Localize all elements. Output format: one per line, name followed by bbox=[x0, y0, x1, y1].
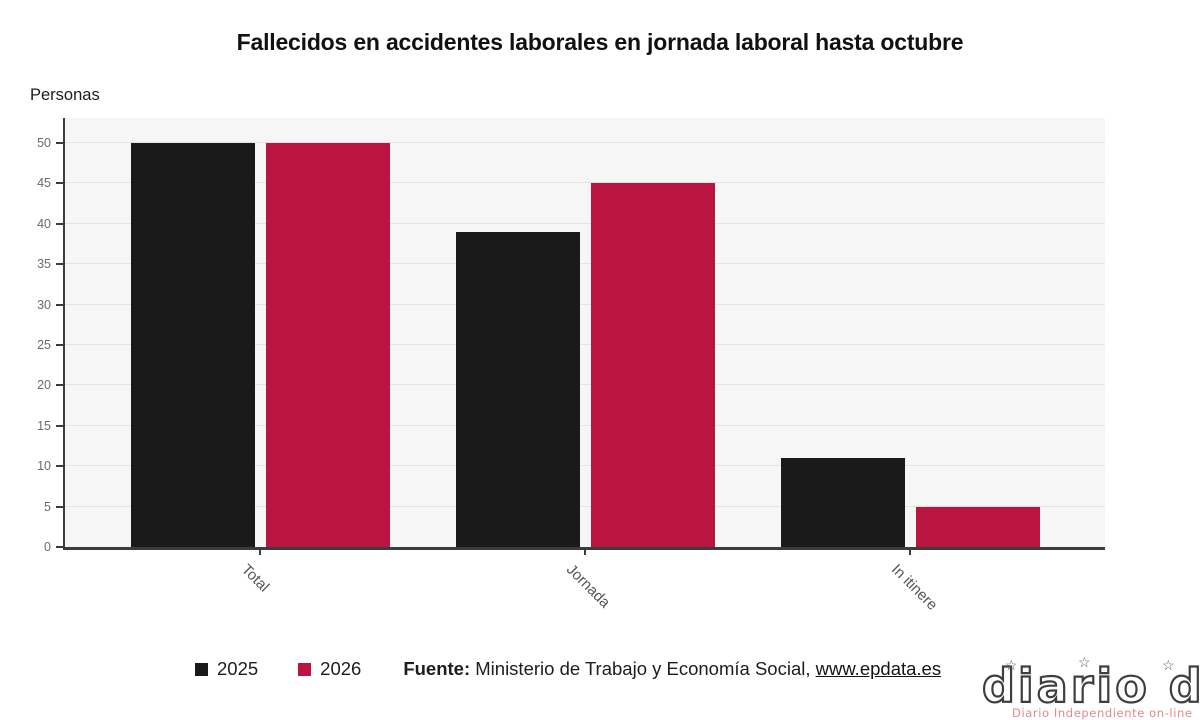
y-tick bbox=[56, 303, 65, 306]
x-tick bbox=[259, 547, 261, 555]
bar-2026-jornada bbox=[590, 183, 715, 547]
legend-label: 2026 bbox=[320, 658, 362, 679]
source-note: Fuente: Ministerio de Trabajo y Economía… bbox=[403, 658, 941, 680]
y-tick bbox=[56, 222, 65, 225]
legend-label: 2025 bbox=[217, 658, 259, 679]
x-category-label: In itinere bbox=[887, 561, 941, 614]
x-category-label: Total bbox=[237, 561, 273, 596]
source-link[interactable]: www.epdata.es bbox=[815, 658, 942, 679]
y-tick-label: 15 bbox=[37, 418, 51, 433]
legend-item-2026: 2026 bbox=[298, 658, 361, 680]
bar-2025-total bbox=[130, 143, 255, 547]
star-icon: ☆ bbox=[1162, 657, 1175, 673]
star-icon: ☆ bbox=[1005, 657, 1018, 673]
legend-source-row: 2025 2026 Fuente: Ministerio de Trabajo y… bbox=[195, 658, 941, 680]
y-tick bbox=[56, 505, 65, 508]
y-tick bbox=[56, 384, 65, 387]
y-tick bbox=[56, 182, 65, 185]
legend: 2025 2026 bbox=[195, 658, 401, 680]
y-tick bbox=[56, 465, 65, 468]
gridline bbox=[65, 505, 1105, 507]
y-tick-label: 50 bbox=[37, 136, 51, 150]
gridline bbox=[65, 384, 1105, 386]
gridline bbox=[65, 222, 1105, 224]
bar-2026-total bbox=[265, 143, 390, 547]
y-tick-label: 5 bbox=[44, 499, 51, 514]
y-tick bbox=[56, 142, 65, 144]
watermark-logo: ☆ ☆ ☆ diario dia Diario Independiente on… bbox=[981, 648, 1200, 720]
watermark-tagline: Diario Independiente on-line bbox=[1012, 706, 1193, 720]
gridline bbox=[65, 263, 1105, 265]
y-tick bbox=[56, 424, 65, 427]
source-text: Ministerio de Trabajo y Economía Social, bbox=[475, 658, 811, 679]
gridline bbox=[65, 344, 1105, 345]
gridline bbox=[65, 465, 1105, 467]
legend-swatch-icon bbox=[195, 662, 208, 676]
bar-2025-jornada bbox=[455, 231, 580, 547]
x-tick bbox=[909, 547, 911, 555]
legend-swatch-icon bbox=[298, 662, 312, 676]
y-tick-label: 0 bbox=[44, 540, 51, 554]
y-tick-label: 45 bbox=[37, 176, 51, 191]
gridline bbox=[65, 303, 1105, 305]
y-tick-label: 25 bbox=[37, 338, 51, 352]
bar-2025-in-itinere bbox=[780, 458, 905, 547]
star-icon: ☆ bbox=[1078, 654, 1091, 670]
x-tick bbox=[584, 547, 586, 555]
y-tick-label: 30 bbox=[37, 297, 51, 312]
y-tick-label: 35 bbox=[37, 257, 51, 272]
gridline bbox=[65, 142, 1105, 143]
y-tick-label: 20 bbox=[37, 378, 51, 393]
source-prefix: Fuente: bbox=[403, 658, 471, 679]
watermark-logo-text: diario dia bbox=[981, 659, 1200, 713]
y-tick-label: 10 bbox=[37, 459, 51, 474]
gridline bbox=[65, 182, 1105, 184]
gridline bbox=[65, 424, 1105, 426]
plot-area: 0 5 10 15 20 25 30 35 40 45 50 Total Jornada In itine… bbox=[37, 118, 1105, 614]
y-axis-title: Personas bbox=[30, 86, 100, 104]
chart-title: Fallecidos en accidentes laborales en jo… bbox=[236, 29, 964, 55]
bar-2026-in-itinere bbox=[915, 506, 1040, 547]
y-tick bbox=[56, 546, 65, 548]
y-tick-label: 40 bbox=[37, 216, 51, 231]
y-tick bbox=[56, 344, 65, 346]
y-tick bbox=[56, 263, 65, 266]
legend-item-2025: 2025 bbox=[195, 658, 258, 680]
x-category-label: Jornada bbox=[562, 561, 614, 612]
